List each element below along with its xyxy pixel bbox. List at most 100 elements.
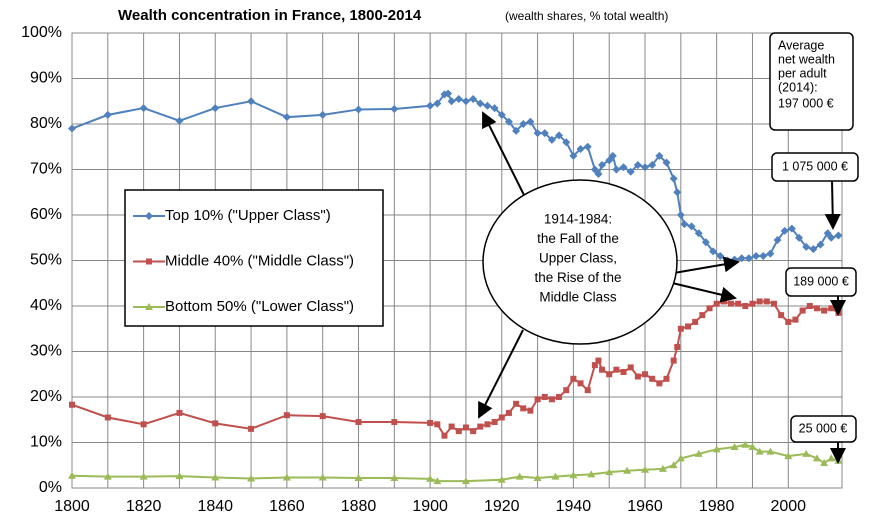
marker	[763, 298, 770, 305]
marker	[806, 303, 813, 309]
x-tick-label: 1900	[412, 498, 448, 515]
legend-label: Bottom 50% ("Lower Class")	[165, 298, 354, 315]
marker	[583, 142, 592, 151]
marker	[68, 471, 76, 479]
marker	[655, 151, 664, 160]
marker	[799, 307, 806, 314]
marker	[570, 375, 577, 382]
marker	[248, 425, 255, 432]
marker	[282, 473, 291, 481]
marker	[533, 129, 542, 138]
marker	[648, 160, 657, 169]
marker	[612, 165, 621, 174]
marker	[555, 131, 564, 140]
annotation-text: Upper Class,	[539, 251, 617, 266]
marker	[663, 375, 670, 382]
marker	[823, 229, 832, 238]
series-line	[71, 300, 839, 438]
marker	[590, 165, 599, 174]
legend-box	[124, 189, 384, 327]
arrow	[824, 180, 841, 230]
marker	[139, 104, 148, 113]
marker	[802, 449, 811, 457]
marker	[551, 472, 560, 480]
marker	[821, 307, 828, 314]
marker	[770, 300, 777, 307]
marker	[599, 366, 606, 373]
marker	[576, 145, 585, 154]
marker	[727, 300, 734, 307]
annotation-text: 189 000 €	[793, 274, 849, 288]
arrow	[667, 281, 737, 303]
marker	[498, 414, 505, 421]
marker	[709, 247, 718, 256]
annotation-box	[769, 32, 854, 131]
marker	[662, 158, 671, 167]
marker	[505, 409, 512, 416]
marker	[470, 428, 477, 435]
marker	[483, 101, 492, 110]
marker	[828, 305, 835, 312]
marker	[620, 368, 627, 375]
marker	[812, 454, 821, 462]
marker	[513, 400, 520, 407]
marker	[802, 242, 811, 251]
chart-title: Wealth concentration in France, 1800-201…	[118, 7, 422, 24]
x-tick-label: 1960	[627, 498, 663, 515]
marker	[673, 188, 682, 197]
marker	[354, 473, 363, 481]
y-tick-label: 100%	[21, 24, 62, 41]
marker	[633, 160, 642, 169]
marker	[642, 371, 649, 378]
marker	[444, 89, 453, 98]
marker	[426, 101, 435, 110]
marker	[461, 97, 470, 106]
marker	[527, 407, 534, 414]
marker	[433, 99, 442, 108]
marker	[749, 300, 756, 307]
marker	[613, 366, 620, 373]
marker	[534, 396, 541, 403]
marker	[145, 303, 153, 310]
marker	[426, 474, 435, 482]
marker	[577, 380, 584, 387]
marker	[720, 298, 727, 305]
marker	[752, 251, 761, 260]
marker	[634, 373, 641, 380]
x-tick-label: 2000	[770, 498, 806, 515]
marker	[175, 116, 184, 125]
marker	[676, 211, 685, 219]
marker	[694, 449, 703, 457]
y-tick-label: 50%	[30, 252, 62, 269]
annotation-box	[785, 267, 857, 297]
y-tick-label: 20%	[30, 388, 62, 405]
marker	[641, 465, 650, 473]
marker	[427, 419, 434, 426]
marker	[569, 471, 578, 479]
x-tick-label: 1940	[556, 498, 592, 515]
marker	[556, 394, 563, 400]
plot-area	[71, 32, 843, 489]
marker	[477, 423, 484, 430]
marker	[319, 413, 326, 420]
annotation-box	[771, 152, 859, 182]
marker	[441, 432, 448, 439]
marker	[680, 220, 689, 229]
marker	[742, 303, 749, 309]
marker	[669, 461, 678, 469]
marker	[699, 312, 706, 319]
marker	[455, 428, 462, 435]
marker	[756, 298, 763, 305]
marker	[785, 318, 792, 325]
marker	[649, 375, 656, 382]
annotation-text: 25 000 €	[799, 421, 848, 435]
legend-label: Top 10% ("Upper Class")	[165, 207, 331, 224]
marker	[692, 318, 699, 325]
marker	[541, 394, 548, 400]
marker	[626, 167, 635, 176]
marker	[605, 156, 614, 165]
marker	[716, 251, 725, 260]
marker	[587, 470, 596, 478]
y-tick-label: 10%	[30, 434, 62, 451]
marker	[497, 110, 506, 119]
